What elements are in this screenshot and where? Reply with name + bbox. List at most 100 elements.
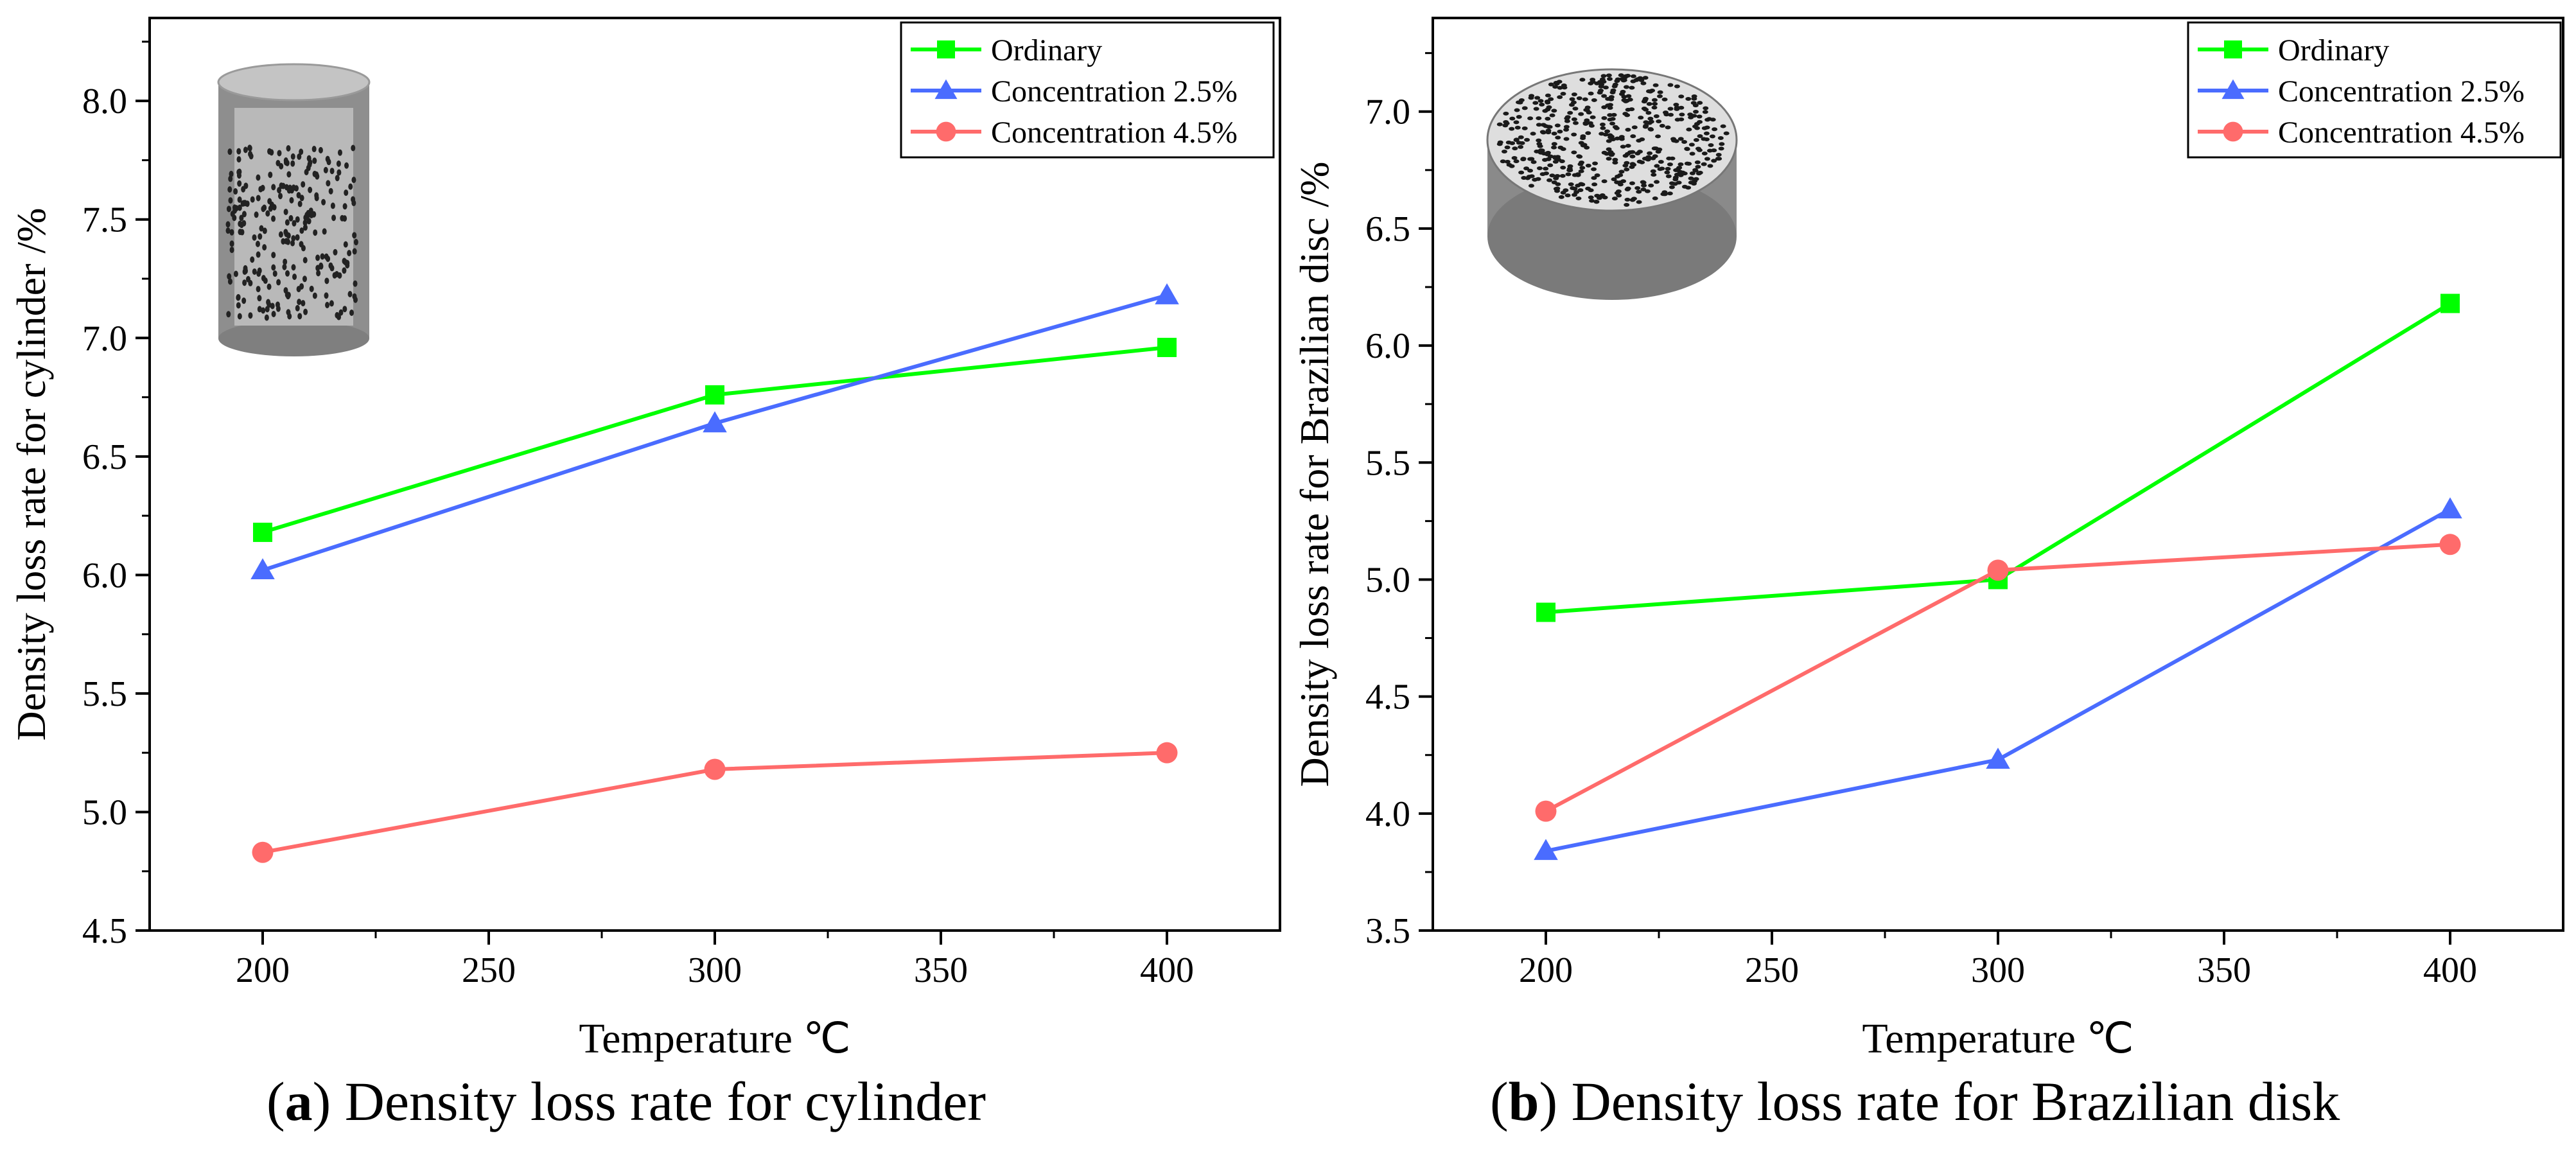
specimen-pore <box>1656 94 1663 98</box>
specimen-pore <box>1573 190 1580 195</box>
specimen-pore <box>1497 140 1503 144</box>
specimen-pore <box>284 238 289 245</box>
specimen-pore <box>1519 141 1525 145</box>
specimen-pore <box>229 240 234 247</box>
specimen-pore <box>1584 105 1591 110</box>
specimen-pore <box>299 148 304 155</box>
specimen-pore <box>1703 131 1710 136</box>
specimen-pore <box>1582 121 1589 125</box>
specimen-pore <box>1518 135 1524 139</box>
specimen-pore <box>259 225 264 232</box>
specimen-pore <box>1647 127 1654 131</box>
caption-a: (a) Density loss rate for cylinder <box>267 1071 986 1132</box>
specimen-pore <box>236 294 241 301</box>
specimen-pore <box>316 270 321 277</box>
specimen-pore <box>262 244 267 251</box>
specimen-pore <box>302 257 308 264</box>
specimen-pore <box>1553 176 1559 180</box>
specimen-pore <box>324 277 329 284</box>
specimen-pore <box>1599 122 1606 127</box>
specimen-pore <box>1558 195 1564 199</box>
specimen-pore <box>1669 185 1675 189</box>
specimen-pore <box>299 195 304 202</box>
specimen-pore <box>1591 176 1597 180</box>
specimen-pore <box>1526 175 1532 179</box>
specimen-pore <box>1701 162 1707 166</box>
specimen-pore <box>1496 122 1503 127</box>
y-tick-label: 5.5 <box>82 674 127 714</box>
specimen-pore <box>1572 121 1579 125</box>
specimen-pore <box>303 308 308 315</box>
specimen-pore <box>1664 170 1670 175</box>
data-point <box>1534 839 1558 861</box>
specimen-pore <box>1623 85 1629 89</box>
specimen-pore <box>1643 120 1649 125</box>
y-tick-label: 5.0 <box>1365 560 1410 600</box>
specimen-pore <box>258 233 263 240</box>
specimen-pore <box>1552 85 1559 89</box>
specimen-pore <box>296 191 301 198</box>
specimen-pore <box>257 295 262 302</box>
specimen-pore <box>1689 171 1695 175</box>
specimen-pore <box>1543 166 1549 171</box>
specimen-pore <box>1551 145 1557 150</box>
y-tick-label: 4.0 <box>1365 794 1410 834</box>
specimen-pore <box>226 311 231 318</box>
specimen-pore <box>248 279 253 286</box>
x-tick-label: 350 <box>2197 950 2251 990</box>
specimen-pore <box>1549 173 1555 178</box>
specimen-pore <box>1650 169 1656 173</box>
specimen-pore <box>302 224 308 231</box>
x-tick-label: 400 <box>2423 950 2477 990</box>
specimen-pore <box>1703 106 1709 110</box>
specimen-pore <box>352 248 357 255</box>
x-tick-label: 300 <box>688 950 742 990</box>
specimen-pore <box>351 177 356 184</box>
specimen-pore <box>1582 97 1588 101</box>
specimen-pore <box>320 253 325 260</box>
specimen-pore <box>271 252 276 259</box>
legend-label: Concentration 2.5% <box>2278 74 2525 109</box>
specimen-pore <box>1564 115 1571 119</box>
specimen-pore <box>229 170 234 177</box>
specimen-pore <box>1657 90 1663 94</box>
specimen-pore <box>1655 134 1661 139</box>
specimen-pore <box>1601 179 1608 184</box>
specimen-pore <box>301 300 306 307</box>
specimen-pore <box>1634 151 1641 155</box>
specimen-pore <box>1579 182 1586 187</box>
specimen-pore <box>1594 173 1600 177</box>
specimen-pore <box>268 171 273 179</box>
specimen-pore <box>290 153 295 160</box>
specimen-pore <box>1627 98 1633 102</box>
specimen-pore <box>1501 150 1507 154</box>
specimen-pore <box>1523 166 1530 171</box>
specimen-pore <box>1651 105 1658 110</box>
legend-label: Concentration 4.5% <box>991 116 1238 150</box>
specimen-pore <box>1578 169 1584 173</box>
data-point <box>253 522 272 542</box>
specimen-pore <box>261 275 266 282</box>
specimen-pore <box>276 159 281 166</box>
specimen-pore <box>1625 94 1632 98</box>
y-tick-label: 8.0 <box>82 82 127 121</box>
y-axis-label: Density loss rate for cylinder /% <box>8 208 54 741</box>
specimen-pore <box>1570 100 1577 105</box>
specimen-pore <box>1557 95 1563 100</box>
specimen-pore <box>1546 105 1552 110</box>
specimen-pore <box>1514 125 1521 130</box>
specimen-pore <box>285 219 290 226</box>
specimen-pore <box>255 240 260 247</box>
specimen-pore <box>292 220 297 227</box>
specimen-pore <box>257 306 262 313</box>
x-tick-label: 400 <box>1140 950 1194 990</box>
y-tick-label: 6.5 <box>1365 209 1410 249</box>
specimen-pore <box>1611 197 1618 201</box>
specimen-pore <box>1516 115 1522 119</box>
specimen-pore <box>1588 123 1595 128</box>
specimen-pore <box>1578 112 1584 116</box>
specimen-pore <box>1536 116 1542 121</box>
specimen-pore <box>1651 173 1657 177</box>
specimen-pore <box>1591 167 1597 171</box>
